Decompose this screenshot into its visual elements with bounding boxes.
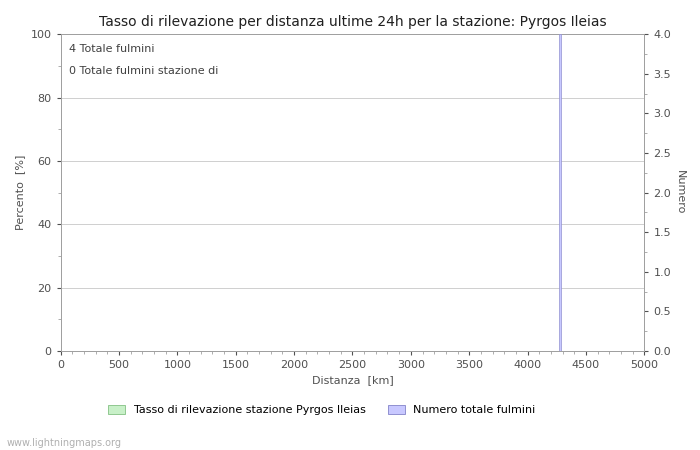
Y-axis label: Numero: Numero — [675, 171, 685, 215]
Text: 4 Totale fulmini: 4 Totale fulmini — [69, 44, 155, 54]
Legend: Tasso di rilevazione stazione Pyrgos Ileias, Numero totale fulmini: Tasso di rilevazione stazione Pyrgos Ile… — [104, 400, 540, 420]
Y-axis label: Percento  [%]: Percento [%] — [15, 155, 25, 230]
X-axis label: Distanza  [km]: Distanza [km] — [312, 375, 393, 386]
Text: 0 Totale fulmini stazione di: 0 Totale fulmini stazione di — [69, 66, 218, 76]
Title: Tasso di rilevazione per distanza ultime 24h per la stazione: Pyrgos Ileias: Tasso di rilevazione per distanza ultime… — [99, 15, 606, 29]
Text: www.lightningmaps.org: www.lightningmaps.org — [7, 438, 122, 448]
Bar — [559, 34, 561, 351]
